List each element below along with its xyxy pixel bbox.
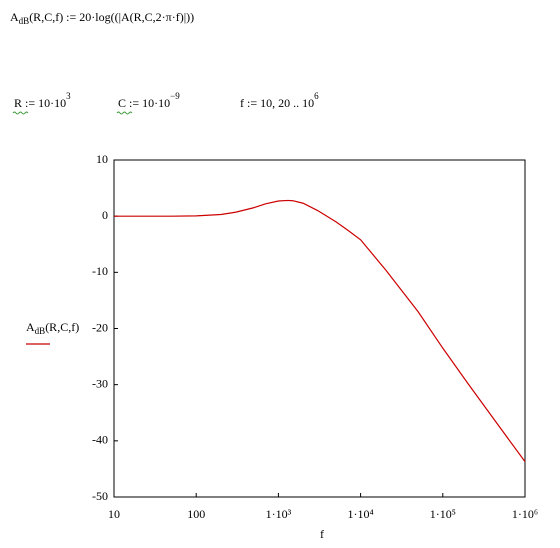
var-exponent: 6 <box>314 91 319 101</box>
var-name: C <box>118 96 126 110</box>
var-name: R <box>14 96 22 110</box>
y-label-args: (R,C,f) <box>45 320 79 334</box>
variable: f := 10, 20 .. 106 <box>240 91 319 110</box>
var-exponent: 3 <box>66 91 71 101</box>
x-tick-label: 1·10⁵ <box>430 507 456 521</box>
spell-underline <box>116 111 133 115</box>
y-tick-label: 0 <box>102 208 108 222</box>
def-subscript: dB <box>19 16 30 26</box>
y-tick-label: -50 <box>92 489 108 503</box>
y-axis-label: AdB(R,C,f) <box>26 320 79 336</box>
x-tick-label: 10 <box>108 507 120 521</box>
y-label-subscript: dB <box>35 326 46 336</box>
variable: R := 10·103 <box>14 91 71 110</box>
var-exponent: −9 <box>170 91 180 101</box>
y-tick-label: -20 <box>92 320 108 334</box>
y-tick-label: -30 <box>92 376 108 390</box>
variable: C := 10·10−9 <box>118 91 180 110</box>
y-tick-label: 10 <box>96 152 108 166</box>
def-expression: (R,C,f) := 20·log((|A(R,C,2·π·f)|)) <box>29 10 194 24</box>
y-tick-label: -40 <box>92 433 108 447</box>
x-tick-label: 100 <box>187 507 205 521</box>
var-assign: := 10, 20 .. 10 <box>244 96 314 110</box>
plot-frame <box>113 159 526 498</box>
x-axis-label: f <box>320 527 324 541</box>
y-label-name: A <box>26 320 35 334</box>
y-tick-label: -10 <box>92 264 108 278</box>
definition: AdB(R,C,f) := 20·log((|A(R,C,2·π·f)|)) <box>10 10 194 26</box>
def-name: A <box>10 10 19 24</box>
var-assign: := 10·10 <box>126 96 170 110</box>
x-tick-label: 1·10³ <box>266 507 292 521</box>
x-tick-label: 1·10⁴ <box>348 507 374 521</box>
var-assign: := 10·10 <box>22 96 66 110</box>
spell-underline <box>12 111 29 115</box>
var-name: f <box>240 96 244 110</box>
x-tick-label: 1·10⁶ <box>512 507 538 521</box>
series-line <box>114 199 526 462</box>
